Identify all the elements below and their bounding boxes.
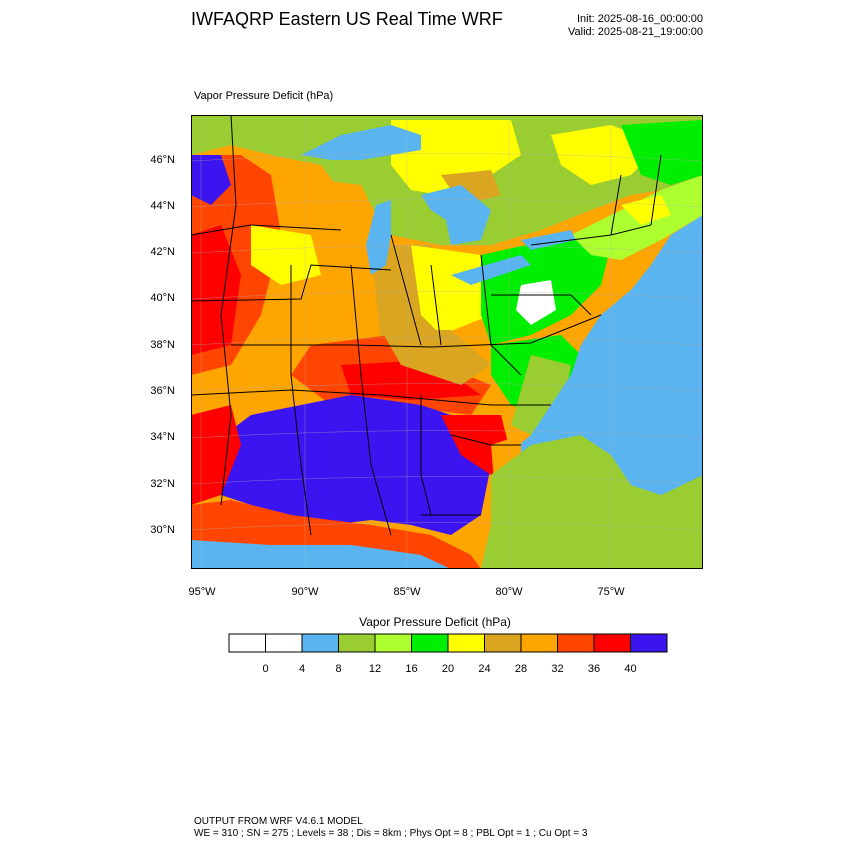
colorbar-title: Vapor Pressure Deficit (hPa) [359, 615, 511, 629]
lat-tick-label: 40°N [150, 292, 175, 304]
colorbar-label: 8 [335, 663, 342, 675]
colorbar-swatch [484, 633, 522, 653]
colorbar-label: 36 [587, 663, 601, 675]
colorbar-swatch [557, 633, 595, 653]
lon-tick-label: 80°W [495, 586, 523, 598]
lat-tick-label: 44°N [150, 200, 175, 212]
plot-title: IWFAQRP Eastern US Real Time WRF [191, 9, 503, 29]
run-times: Init: 2025-08-16_00:00:00 Valid: 2025-08… [568, 13, 703, 39]
lat-tick-label: 36°N [150, 385, 175, 397]
colorbar-label: 32 [551, 663, 564, 675]
lake-erie [451, 255, 531, 285]
state-borders [191, 115, 662, 536]
colorbar-label: 40 [624, 663, 637, 675]
lon-tick-label: 85°W [393, 586, 421, 598]
lat-tick-label: 46°N [150, 154, 175, 166]
colorbar-swatch [520, 633, 558, 653]
colorbar-swatch [338, 633, 376, 653]
atlantic [531, 215, 703, 495]
lat-tick-label: 38°N [150, 339, 175, 351]
colorbar-label: 16 [405, 663, 418, 675]
lat-tick-label: 32°N [150, 478, 175, 490]
lon-tick-label: 75°W [597, 586, 625, 598]
lat-tick-label: 34°N [150, 431, 175, 443]
colorbar [228, 633, 668, 653]
colorbar-label: 0 [262, 663, 269, 675]
lake-superior [301, 125, 421, 160]
init-time: Init: 2025-08-16_00:00:00 [577, 13, 703, 25]
colorbar-swatch [593, 633, 631, 653]
lat-tick-label: 30°N [150, 524, 175, 536]
colorbar-label: 12 [368, 663, 382, 675]
colorbar-swatch [374, 633, 412, 653]
lake-michigan [366, 200, 391, 275]
lat-tick-label: 42°N [150, 246, 175, 258]
graticule [191, 115, 703, 569]
vpd-map [191, 115, 703, 569]
map-frame [191, 115, 703, 569]
map-variable-label: Vapor Pressure Deficit (hPa) [194, 90, 334, 102]
lon-tick-label: 90°W [291, 586, 319, 598]
colorbar-swatch [265, 633, 303, 653]
model-line-2: WE = 310 ; SN = 275 ; Levels = 38 ; Dis … [194, 828, 588, 839]
colorbar-label: 4 [298, 663, 306, 675]
lon-tick-label: 95°W [188, 586, 216, 598]
colorbar-swatch [447, 633, 485, 653]
colorbar-swatch [301, 633, 339, 653]
model-info: OUTPUT FROM WRF V4.6.1 MODEL WE = 310 ; … [194, 816, 587, 840]
colorbar-swatch [228, 633, 266, 653]
colorbar-swatch [411, 633, 449, 653]
model-line-1: OUTPUT FROM WRF V4.6.1 MODEL [194, 816, 363, 827]
valid-time: Valid: 2025-08-21_19:00:00 [568, 26, 703, 38]
colorbar-label: 28 [514, 663, 528, 675]
lake-huron [421, 185, 491, 245]
colorbar-swatch [630, 633, 668, 653]
canada-yellow [391, 120, 521, 195]
colorbar-label: 24 [478, 663, 491, 675]
colorbar-label: 20 [441, 663, 455, 675]
